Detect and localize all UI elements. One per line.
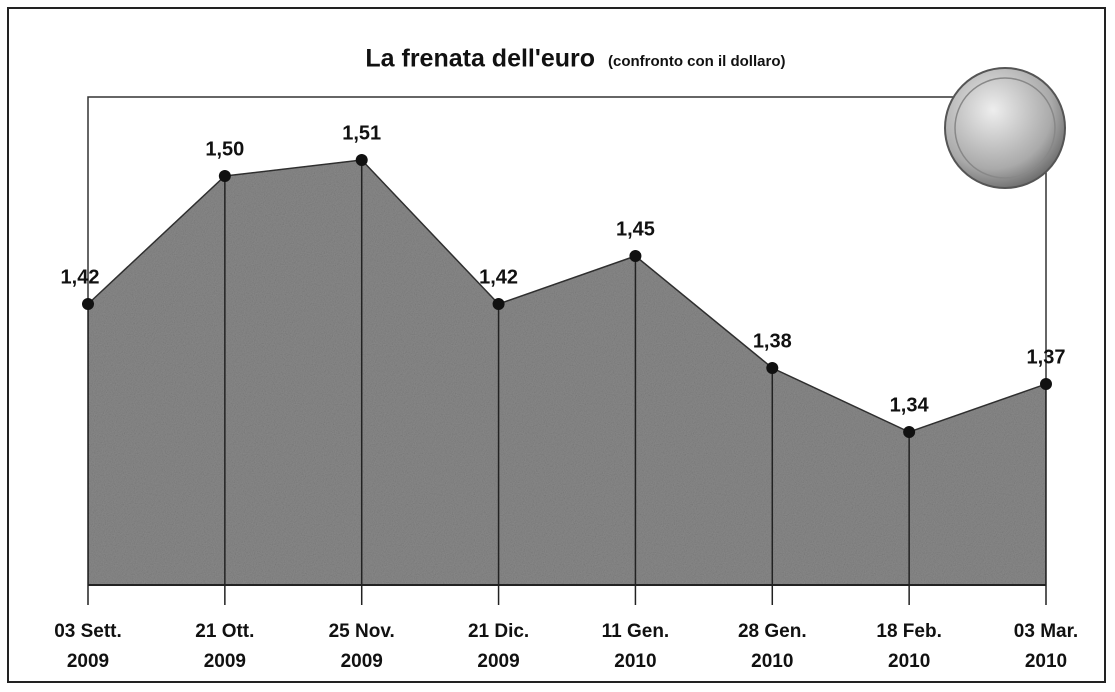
x-tick-label: 03 Sett. [54, 621, 122, 642]
value-label: 1,42 [479, 266, 518, 288]
x-tick-label: 2010 [888, 651, 930, 672]
x-tick-label: 11 Gen. [602, 621, 670, 642]
x-tick-label: 2010 [751, 651, 793, 672]
point [219, 170, 231, 182]
x-tick-label: 18 Feb. [876, 621, 941, 642]
x-tick-label: 2010 [614, 651, 656, 672]
x-tick-label: 21 Ott. [195, 621, 254, 642]
value-label: 1,34 [890, 394, 930, 416]
value-label: 1,51 [342, 122, 381, 144]
area [88, 160, 1046, 585]
x-tick-label: 21 Dic. [468, 621, 529, 642]
coin [945, 68, 1065, 188]
value-label: 1,37 [1027, 346, 1066, 368]
x-tick-label: 03 Mar. [1014, 621, 1078, 642]
point [493, 298, 505, 310]
x-tick-label: 2009 [341, 651, 383, 672]
chart: La frenata dell'euro (confronto con il d… [0, 0, 1115, 692]
chart-subtitle: (confronto con il dollaro) [608, 53, 785, 70]
x-tick-label: 2009 [204, 651, 246, 672]
point [1040, 378, 1052, 390]
point [356, 154, 368, 166]
value-label: 1,42 [61, 266, 100, 288]
point [82, 298, 94, 310]
x-tick-label: 2009 [67, 651, 109, 672]
point [766, 362, 778, 374]
chart-title: La frenata dell'euro [365, 45, 595, 73]
x-tick-label: 2009 [477, 651, 519, 672]
x-tick-label: 25 Nov. [329, 621, 395, 642]
value-label: 1,50 [205, 138, 244, 160]
x-tick-label: 28 Gen. [738, 621, 807, 642]
point [629, 250, 641, 262]
value-label: 1,38 [753, 330, 792, 352]
value-label: 1,45 [616, 218, 655, 240]
plot: 1,42 03 Sett. 2009 1,50 21 Ott. 2009 1,51 25 No… [54, 97, 1078, 672]
point [903, 426, 915, 438]
x-tick-label: 2010 [1025, 651, 1067, 672]
